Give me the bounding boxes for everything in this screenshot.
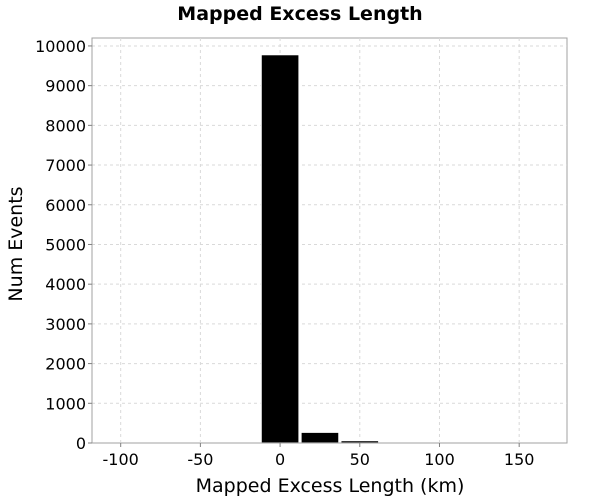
y-tick-label: 0 bbox=[76, 434, 86, 453]
histogram-bar bbox=[300, 431, 340, 444]
y-tick-label: 8000 bbox=[45, 116, 86, 135]
y-axis-label: Num Events bbox=[5, 186, 27, 301]
y-tick-label: 1000 bbox=[45, 394, 86, 413]
y-tick-label: 4000 bbox=[45, 275, 86, 294]
y-tick-label: 10000 bbox=[35, 37, 86, 56]
y-tick-label: 7000 bbox=[45, 156, 86, 175]
x-axis-label: Mapped Excess Length (km) bbox=[196, 475, 465, 497]
plot-frame bbox=[91, 37, 568, 444]
y-tick-label: 9000 bbox=[45, 77, 86, 96]
x-tick-label: 50 bbox=[350, 450, 370, 469]
y-tick-label: 6000 bbox=[45, 196, 86, 215]
x-tick-label: 150 bbox=[504, 450, 535, 469]
histogram-bar bbox=[260, 54, 300, 444]
x-tick-label: 100 bbox=[424, 450, 455, 469]
x-tick-label: -50 bbox=[187, 450, 213, 469]
x-tick-label: -100 bbox=[103, 450, 139, 469]
y-tick-label: 2000 bbox=[45, 355, 86, 374]
x-tick-label: 0 bbox=[275, 450, 285, 469]
plot-area: -100 -50 0 50 100 150 0 1000 2000 3000 4000 5000 600… bbox=[35, 37, 568, 469]
y-tick-label: 3000 bbox=[45, 315, 86, 334]
chart-title: Mapped Excess Length bbox=[177, 3, 422, 25]
y-tick-label: 5000 bbox=[45, 235, 86, 254]
